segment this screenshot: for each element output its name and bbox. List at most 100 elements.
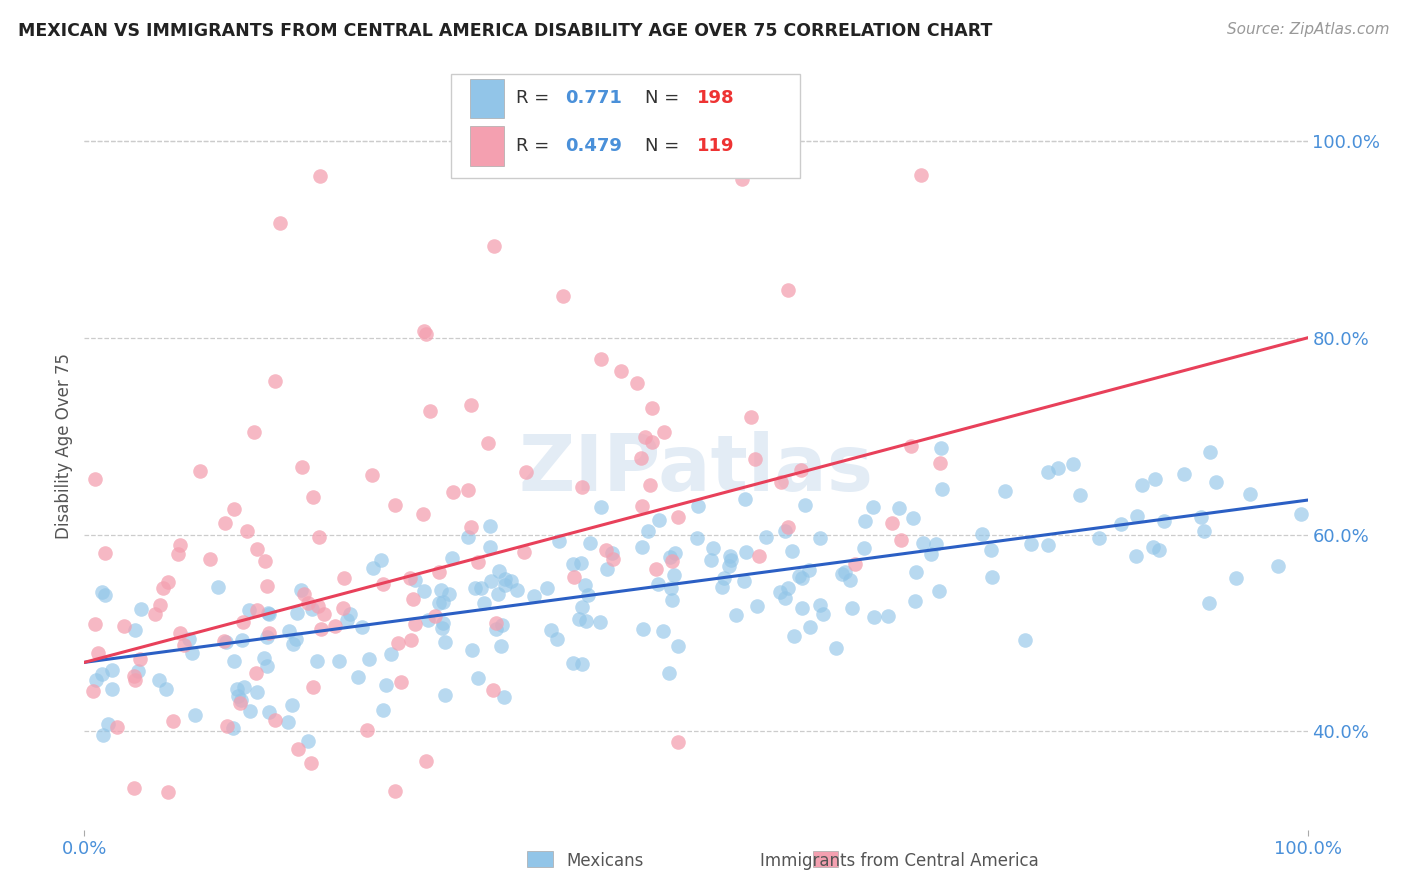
Point (148, 673, 170, 687)
Point (222, 721, 245, 735)
Point (890, 533, 912, 547)
Point (441, 485, 464, 500)
FancyBboxPatch shape (451, 74, 800, 178)
Point (311, 622, 333, 636)
Point (231, 632, 253, 647)
Point (561, 656, 583, 670)
Point (1036, 465, 1059, 479)
Point (457, 530, 479, 544)
Point (440, 550, 463, 565)
Point (412, 583, 434, 598)
Point (404, 616, 426, 631)
Point (198, 552, 221, 566)
Point (1153, 514, 1175, 528)
Point (980, 543, 1002, 558)
Point (862, 500, 884, 515)
Point (457, 483, 479, 498)
Point (173, 638, 195, 652)
Point (91, 666, 114, 681)
Point (82, 684, 104, 698)
Point (792, 570, 814, 584)
Point (484, 622, 506, 636)
Point (664, 545, 686, 559)
Point (1267, 558, 1289, 573)
Point (523, 589, 546, 603)
Point (546, 632, 568, 647)
Point (808, 598, 831, 612)
Point (1142, 541, 1164, 555)
Point (460, 398, 482, 412)
Point (631, 622, 654, 636)
Point (243, 425, 266, 439)
Point (363, 561, 385, 575)
Point (347, 670, 370, 684)
Point (638, 478, 661, 492)
Point (477, 436, 499, 450)
Point (217, 719, 239, 733)
Point (626, 376, 648, 391)
Point (177, 632, 200, 646)
Point (429, 582, 451, 597)
Point (222, 654, 245, 668)
Point (602, 552, 624, 566)
Point (359, 652, 381, 666)
Point (467, 555, 489, 569)
Point (1198, 596, 1220, 610)
Point (571, 480, 593, 494)
Point (128, 652, 150, 666)
Point (101, 663, 124, 677)
Point (1225, 571, 1247, 585)
Point (501, 574, 523, 588)
Point (794, 499, 817, 513)
Point (143, 607, 166, 622)
Point (797, 563, 820, 577)
Point (84, 472, 107, 486)
Text: R =: R = (516, 89, 555, 108)
Point (536, 581, 558, 595)
Point (1038, 538, 1060, 552)
Y-axis label: Disability Age Over 75: Disability Age Over 75 (55, 353, 73, 539)
Point (257, 625, 280, 640)
Point (576, 588, 599, 602)
Point (479, 574, 502, 588)
Point (124, 673, 146, 688)
Point (374, 678, 396, 692)
Text: 0.479: 0.479 (565, 137, 621, 155)
Point (734, 491, 756, 506)
Point (904, 594, 927, 608)
Point (264, 374, 287, 388)
Point (415, 326, 437, 341)
Point (1147, 543, 1170, 558)
Point (277, 714, 299, 729)
Point (887, 500, 910, 515)
Point (1109, 516, 1132, 531)
Point (658, 549, 681, 564)
Point (1143, 471, 1166, 485)
Point (413, 325, 436, 339)
Point (291, 459, 314, 474)
Point (981, 570, 1004, 584)
Point (387, 636, 409, 650)
Point (253, 651, 276, 665)
Point (824, 641, 846, 656)
Point (246, 542, 269, 557)
Point (214, 516, 236, 530)
Point (290, 582, 312, 597)
Point (702, 541, 724, 556)
Point (461, 642, 484, 657)
Point (384, 783, 406, 797)
Point (257, 607, 280, 621)
Point (634, 430, 657, 444)
Point (256, 658, 278, 673)
Point (661, 592, 683, 607)
Point (229, 696, 252, 710)
Point (652, 624, 675, 638)
Point (744, 451, 766, 466)
Point (787, 569, 810, 583)
Point (853, 514, 876, 528)
Point (783, 629, 806, 643)
Point (1047, 461, 1070, 475)
Point (312, 607, 335, 622)
Point (464, 581, 486, 595)
Point (399, 571, 422, 585)
